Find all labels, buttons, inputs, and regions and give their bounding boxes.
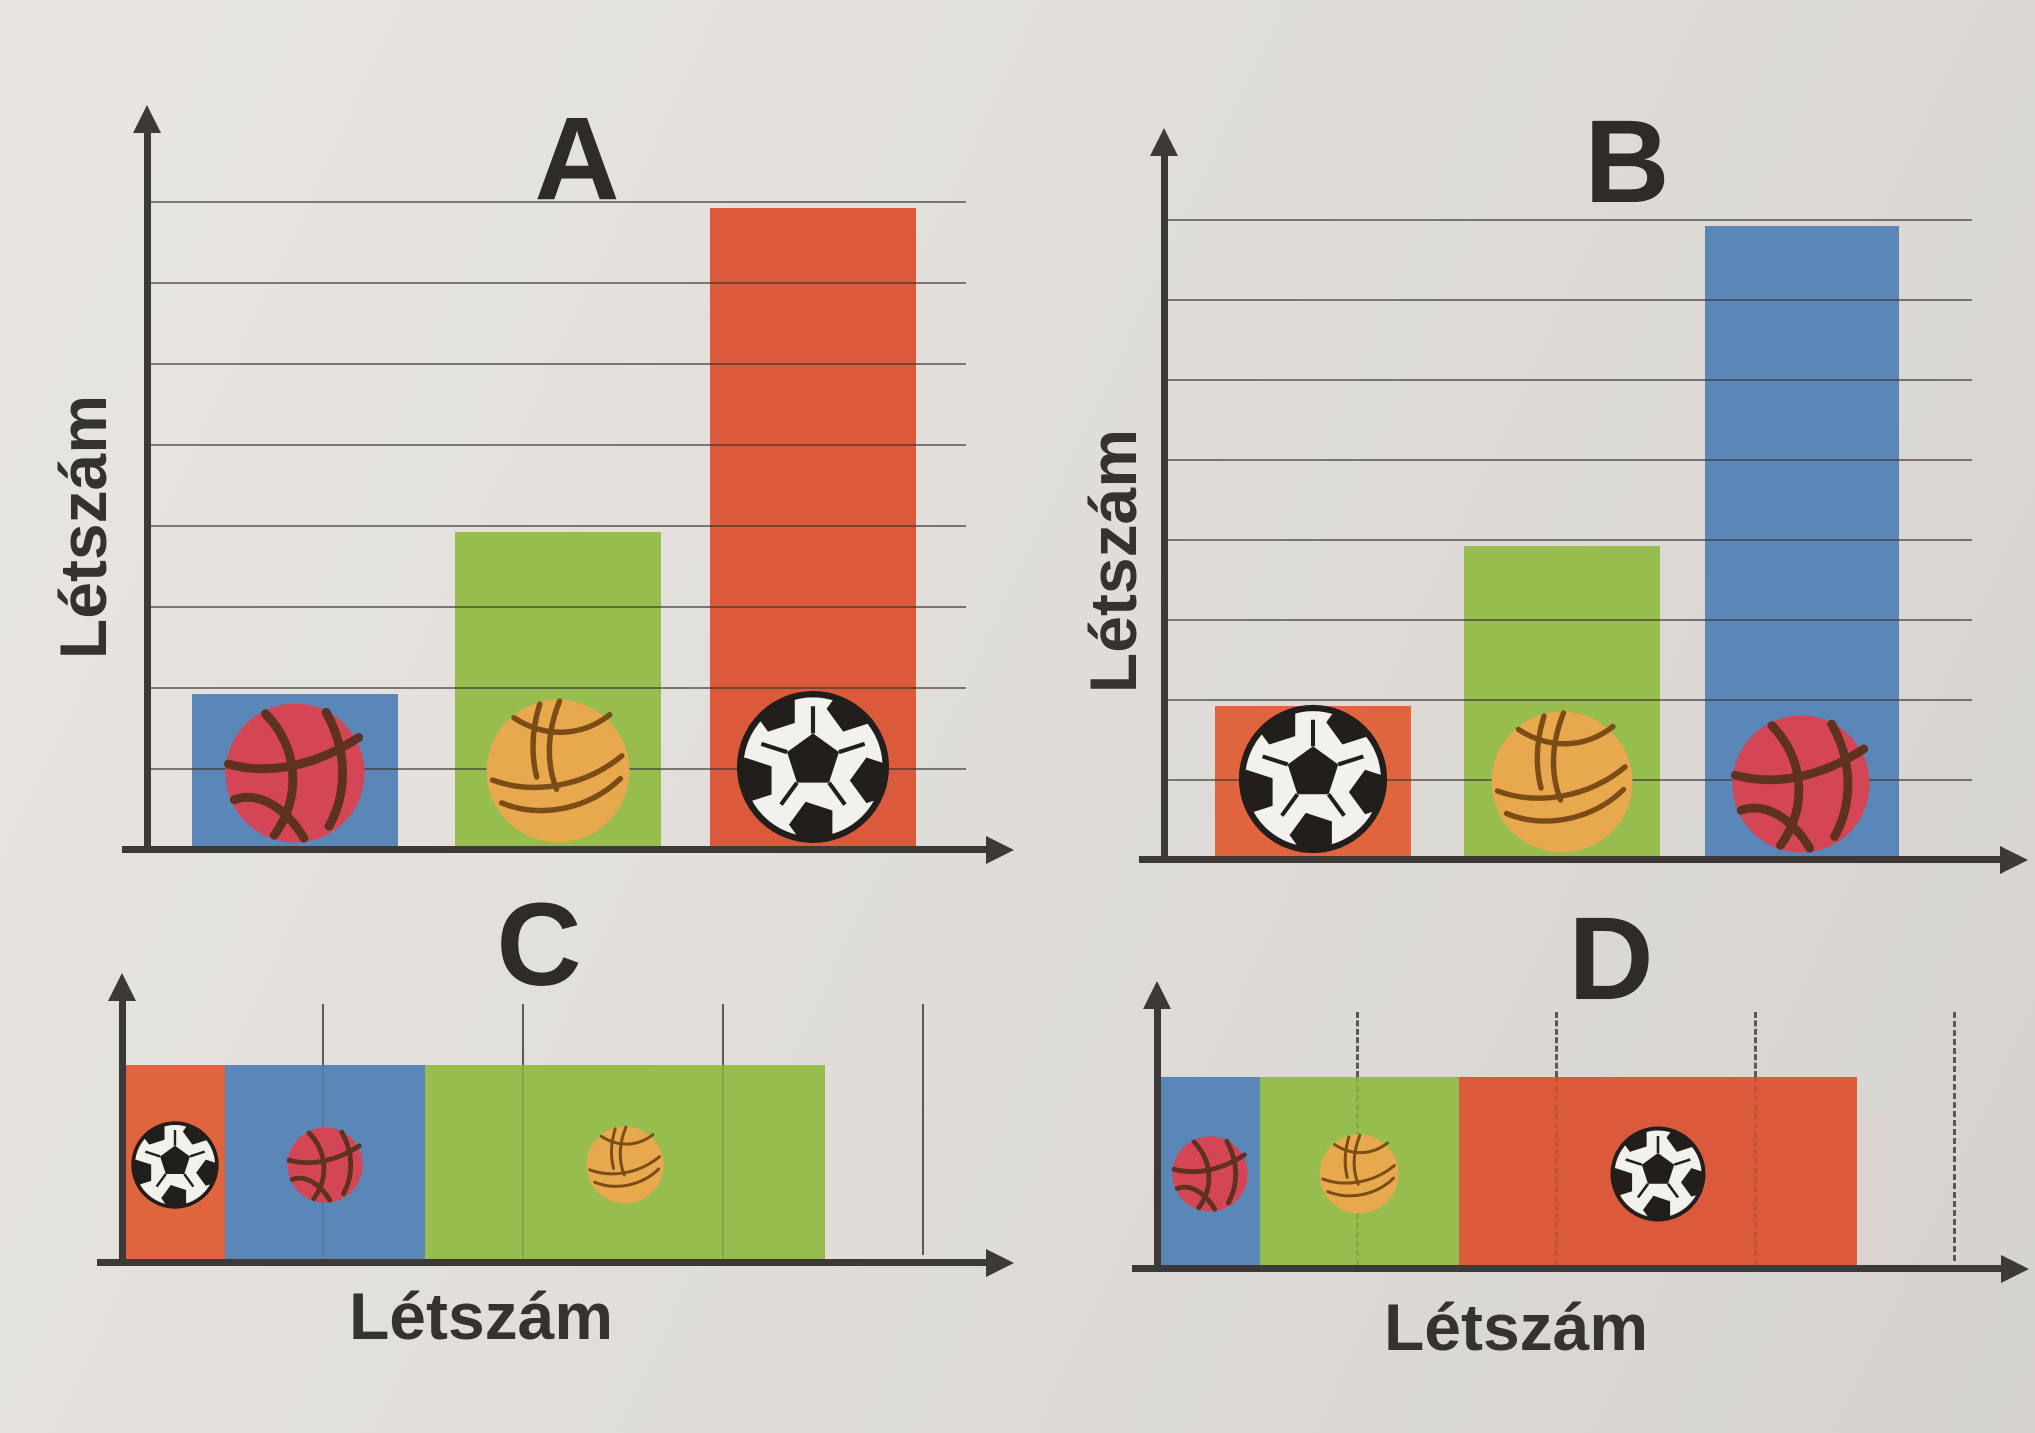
chart-c-tick-line-through bbox=[722, 1065, 724, 1259]
chart-d-tick-line-through bbox=[1754, 1077, 1757, 1265]
chart-d-tick-line bbox=[1555, 1012, 1558, 1077]
chart-a-gridline bbox=[151, 282, 966, 284]
football-icon-b bbox=[1238, 704, 1388, 854]
football-icon bbox=[1608, 1124, 1708, 1224]
chart-b-x-axis-arrow-icon bbox=[2000, 846, 2028, 874]
chart-c-tick-line bbox=[322, 1004, 324, 1065]
chart-a-y-axis-arrow-icon bbox=[133, 105, 161, 133]
chart-b-y-axis bbox=[1161, 155, 1168, 863]
chart-a-gridline bbox=[151, 606, 966, 608]
football-icon bbox=[129, 1119, 221, 1211]
volleyball-icon-b bbox=[1491, 710, 1633, 853]
chart-b-x-axis bbox=[1139, 856, 2002, 863]
chart-c-tick-line bbox=[722, 1004, 724, 1065]
chart-b-title: B bbox=[1584, 96, 1670, 228]
volleyball-icon bbox=[584, 1124, 666, 1206]
basketball-icon bbox=[221, 699, 369, 847]
football-icon-d bbox=[1610, 1126, 1705, 1222]
chart-d-x-axis-arrow-icon bbox=[2001, 1255, 2029, 1283]
volleyball-icon-c bbox=[586, 1125, 664, 1204]
chart-c-x-axis-arrow-icon bbox=[986, 1249, 1014, 1277]
basketball-icon bbox=[1728, 711, 1874, 857]
chart-b-y-axis-arrow-icon bbox=[1150, 128, 1178, 156]
chart-a-y-axis bbox=[144, 132, 151, 853]
chart-a-gridline bbox=[151, 444, 966, 446]
chart-d-tick-line-through bbox=[1555, 1077, 1558, 1265]
football-icon-c bbox=[131, 1121, 219, 1209]
chart-c-x-axis bbox=[97, 1259, 988, 1266]
chart-b-gridline bbox=[1168, 219, 1972, 221]
chart-c-x-axis-label: Létszám bbox=[348, 1279, 614, 1353]
volleyball-icon-d bbox=[1319, 1133, 1399, 1214]
basketball-icon-d bbox=[1171, 1136, 1248, 1212]
chart-a-y-axis-label: Létszám bbox=[46, 394, 120, 660]
chart-d-tick-line bbox=[1754, 1012, 1757, 1077]
chart-a-x-axis bbox=[122, 846, 988, 853]
chart-d-x-axis-label: Létszám bbox=[1383, 1290, 1649, 1364]
chart-d-y-axis bbox=[1154, 1008, 1161, 1272]
chart-d-y-axis-arrow-icon bbox=[1143, 981, 1171, 1009]
chart-c-title: C bbox=[496, 879, 582, 1011]
chart-c-tick-line bbox=[922, 1004, 924, 1255]
chart-c-y-axis-arrow-icon bbox=[108, 973, 136, 1001]
volleyball-icon-a bbox=[486, 698, 630, 843]
chart-b-gridline bbox=[1168, 619, 1972, 621]
basketball-icon-a bbox=[223, 703, 365, 843]
chart-c-tick-line bbox=[522, 1004, 524, 1065]
football-icon-a bbox=[737, 691, 889, 843]
chart-b-gridline bbox=[1168, 539, 1972, 541]
chart-c-tick-line-through bbox=[522, 1065, 524, 1259]
chart-b-gridline bbox=[1168, 459, 1972, 461]
basketball-icon bbox=[285, 1125, 365, 1205]
chart-b-y-axis-label: Létszám bbox=[1076, 428, 1150, 694]
chart-b-gridline bbox=[1168, 299, 1972, 301]
chart-b-gridline bbox=[1168, 379, 1972, 381]
chart-d-x-axis bbox=[1132, 1265, 2003, 1272]
football-icon bbox=[733, 687, 893, 847]
basketball-icon-b bbox=[1730, 715, 1870, 853]
chart-c-y-axis bbox=[119, 1000, 126, 1266]
chart-a-gridline bbox=[151, 525, 966, 527]
chart-a-title: A bbox=[534, 93, 620, 225]
chart-a-gridline bbox=[151, 363, 966, 365]
basketball-icon bbox=[1170, 1134, 1250, 1214]
basketball-icon-c bbox=[286, 1127, 363, 1203]
chart-b-gridline bbox=[1168, 699, 1972, 701]
volleyball-icon bbox=[482, 695, 634, 847]
football-icon bbox=[1235, 701, 1391, 857]
chart-d-tick-line bbox=[1953, 1012, 1956, 1261]
chart-a-gridline bbox=[151, 687, 966, 689]
chart-d-title: D bbox=[1568, 893, 1654, 1025]
volleyball-icon bbox=[1487, 707, 1637, 857]
chart-d-tick-line bbox=[1356, 1012, 1359, 1077]
chart-a-x-axis-arrow-icon bbox=[986, 836, 1014, 864]
chart-a-gridline bbox=[151, 201, 966, 203]
volleyball-icon bbox=[1317, 1132, 1401, 1216]
